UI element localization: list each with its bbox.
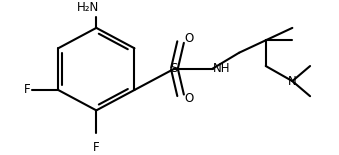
Text: F: F xyxy=(24,84,30,96)
Text: F: F xyxy=(93,141,100,154)
Text: N: N xyxy=(288,75,297,88)
Text: O: O xyxy=(185,32,194,45)
Text: S: S xyxy=(171,62,178,75)
Text: H₂N: H₂N xyxy=(77,1,99,14)
Text: NH: NH xyxy=(213,62,230,75)
Text: O: O xyxy=(185,92,194,105)
